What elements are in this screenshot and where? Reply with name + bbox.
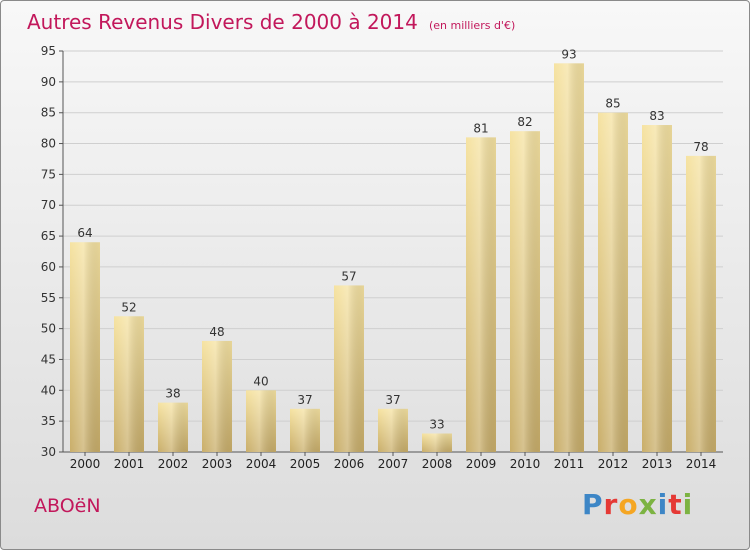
x-tick-label: 2002 — [158, 457, 189, 471]
bar-shade — [598, 112, 628, 452]
y-tick-label: 60 — [41, 260, 56, 274]
data-label: 33 — [429, 417, 444, 431]
y-tick-label: 70 — [41, 198, 56, 212]
x-tick-label: 2014 — [686, 457, 717, 471]
data-label: 40 — [253, 374, 268, 388]
x-tick-label: 2003 — [202, 457, 233, 471]
logo-letter: i — [657, 488, 669, 521]
bar-shade — [686, 155, 716, 452]
y-tick-label: 90 — [41, 75, 56, 89]
bar-shade — [334, 285, 364, 452]
y-tick-label: 30 — [41, 445, 56, 459]
logo-letter: o — [618, 488, 639, 521]
x-tick-label: 2000 — [70, 457, 101, 471]
bar-shade — [642, 125, 672, 453]
y-tick-label: 75 — [41, 167, 56, 181]
bar-shade — [202, 340, 232, 452]
data-label: 81 — [473, 121, 488, 135]
logo-letter: i — [682, 488, 694, 521]
data-label: 78 — [693, 140, 708, 154]
bar-shade — [114, 316, 144, 452]
data-label: 57 — [341, 269, 356, 283]
data-label: 52 — [121, 300, 136, 314]
y-tick-label: 65 — [41, 229, 56, 243]
y-tick-label: 85 — [41, 106, 56, 120]
chart-title: Autres Revenus Divers de 2000 à 2014 (en… — [27, 10, 515, 34]
bar-shade — [158, 402, 188, 452]
y-tick-label: 40 — [41, 383, 56, 397]
x-tick-label: 2013 — [642, 457, 673, 471]
x-tick-label: 2010 — [510, 457, 541, 471]
x-tick-label: 2001 — [114, 457, 145, 471]
logo-letter: t — [668, 488, 683, 521]
y-tick-label: 45 — [41, 352, 56, 366]
data-label: 64 — [77, 226, 92, 240]
data-label: 37 — [385, 393, 400, 407]
y-tick-label: 35 — [41, 414, 56, 428]
data-label: 93 — [561, 47, 576, 61]
logo-letter: P — [582, 488, 604, 521]
chart-title-main: Autres Revenus Divers de 2000 à 2014 — [27, 10, 418, 34]
x-tick-label: 2009 — [466, 457, 497, 471]
data-label: 85 — [605, 97, 620, 111]
x-tick-label: 2005 — [290, 457, 321, 471]
bar-shade — [378, 408, 408, 452]
y-tick-label: 50 — [41, 322, 56, 336]
bar-shade — [422, 433, 452, 452]
bar-shade — [466, 137, 496, 452]
x-tick-label: 2008 — [422, 457, 453, 471]
y-tick-label: 95 — [41, 44, 56, 58]
x-tick-label: 2006 — [334, 457, 365, 471]
bar-shade — [246, 390, 276, 452]
x-tick-label: 2011 — [554, 457, 585, 471]
bar-shade — [554, 63, 584, 452]
bar-shade — [290, 408, 320, 452]
data-label: 48 — [209, 325, 224, 339]
x-tick-label: 2007 — [378, 457, 409, 471]
logo-letter: r — [603, 488, 619, 521]
chart-subtitle: (en milliers d'€) — [428, 19, 516, 32]
logo-letter: x — [638, 488, 658, 521]
proxiti-logo[interactable]: Proxiti — [582, 488, 693, 521]
data-label: 38 — [165, 387, 180, 401]
y-tick-label: 55 — [41, 291, 56, 305]
x-tick-label: 2004 — [246, 457, 277, 471]
bar-shade — [70, 242, 100, 452]
data-label: 82 — [517, 115, 532, 129]
y-tick-label: 80 — [41, 137, 56, 151]
data-label: 37 — [297, 393, 312, 407]
place-name: ABOëN — [34, 495, 101, 517]
bar-shade — [510, 131, 540, 452]
data-label: 83 — [649, 109, 664, 123]
x-tick-label: 2012 — [598, 457, 629, 471]
